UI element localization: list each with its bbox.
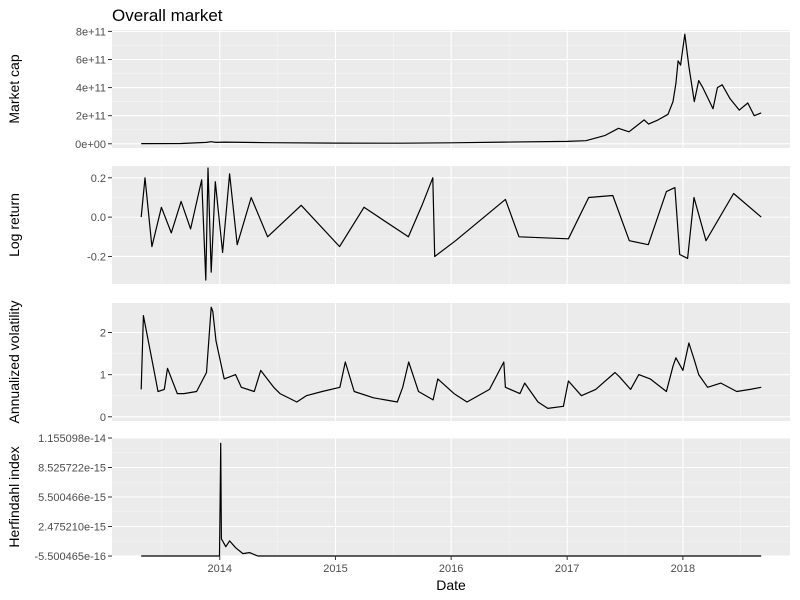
y-axis-title: Annualized volatility	[6, 301, 22, 424]
x-tick-label: 2016	[439, 563, 463, 575]
x-axis-title: Date	[436, 577, 466, 593]
series-line-1	[141, 33, 762, 145]
series-line-2	[140, 167, 762, 281]
y-tick-label: 8.525722e-15	[38, 463, 106, 475]
y-tick-label: -5.500465e-16	[34, 551, 106, 563]
y-tick-label: 6e+11	[76, 55, 106, 67]
y-tick-label: 4e+11	[76, 83, 106, 95]
panels: 0e+00 2e+11 4e+11 6e+11 8e+11 Market cap -0.2 0…	[6, 26, 790, 563]
y-tick-label: 1	[100, 370, 106, 382]
panel-2: -0.2 0.0 0.2 Log return	[6, 166, 790, 284]
y-tick-label: 2	[100, 328, 106, 340]
panel-3: 0 1 2 Annualized volatility	[6, 301, 790, 424]
y-tick-label: 0	[100, 412, 106, 424]
panel-1: 0e+00 2e+11 4e+11 6e+11 8e+11 Market cap	[6, 26, 790, 151]
y-axis-title: Log return	[6, 193, 22, 257]
x-axis: 2014 2015 2016 2017 2018	[208, 556, 695, 575]
panel-4: -5.500465e-16 2.475210e-15 5.500466e-15 8.5…	[6, 433, 790, 563]
y-tick-label: 5.500466e-15	[38, 492, 106, 504]
y-tick-label: 0e+00	[75, 139, 106, 151]
x-tick-label: 2017	[555, 563, 579, 575]
y-axis-title: Herfindahl index	[6, 446, 22, 547]
x-tick-label: 2014	[208, 563, 232, 575]
y-tick-label: 0.2	[91, 173, 106, 185]
y-tick-label: 2e+11	[76, 111, 106, 123]
y-tick-label: -0.2	[87, 251, 106, 263]
chart-title: Overall market	[112, 6, 223, 25]
series-line-3	[140, 306, 762, 409]
y-axis-title: Market cap	[6, 54, 22, 123]
x-tick-label: 2018	[671, 563, 695, 575]
y-tick-label: 0.0	[91, 212, 106, 224]
y-tick-label: 2.475210e-15	[38, 522, 106, 534]
series-line-4	[141, 442, 762, 557]
y-tick-label: 1.155098e-14	[38, 433, 106, 445]
x-tick-label: 2015	[323, 563, 347, 575]
y-tick-label: 8e+11	[76, 26, 106, 38]
